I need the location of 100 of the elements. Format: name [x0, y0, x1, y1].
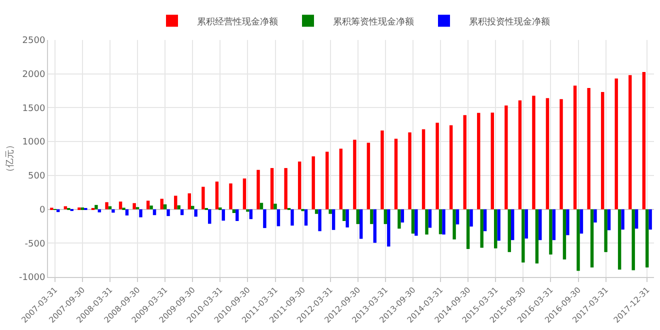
- bar: [646, 209, 649, 268]
- bar: [438, 209, 442, 234]
- bar: [442, 209, 446, 235]
- bar: [607, 209, 611, 230]
- bar: [118, 202, 122, 210]
- bar: [304, 209, 308, 226]
- bar: [408, 132, 412, 210]
- bar: [139, 209, 142, 218]
- bar: [400, 209, 404, 222]
- bar: [270, 168, 274, 210]
- bar: [449, 125, 453, 210]
- bar: [490, 112, 494, 210]
- bar: [366, 142, 370, 210]
- bar: [594, 209, 597, 222]
- bar: [98, 209, 102, 212]
- bar: [276, 209, 280, 226]
- bar: [477, 112, 480, 210]
- bar: [642, 72, 646, 210]
- bar: [463, 115, 466, 210]
- bar: [552, 209, 556, 240]
- bar: [394, 138, 398, 210]
- bar: [510, 209, 514, 240]
- bar: [229, 183, 232, 210]
- bar: [274, 204, 277, 210]
- bar: [573, 86, 577, 210]
- y-tick-label: 500: [28, 172, 46, 182]
- bar: [414, 209, 418, 236]
- y-tick-label: -500: [24, 239, 46, 250]
- bar: [590, 209, 594, 268]
- bar: [532, 96, 536, 210]
- bar: [398, 209, 401, 229]
- bar: [580, 209, 584, 234]
- bar: [191, 206, 194, 210]
- bar: [222, 209, 225, 221]
- bar: [132, 203, 136, 210]
- bar: [263, 209, 266, 228]
- bar: [452, 209, 456, 240]
- bar: [480, 209, 484, 248]
- bar: [576, 209, 580, 271]
- bar: [163, 204, 167, 210]
- y-tick-label: 2000: [22, 70, 46, 80]
- bar: [518, 100, 522, 210]
- bar: [373, 209, 376, 243]
- bar: [125, 209, 129, 216]
- y-tick-label: 1000: [22, 138, 46, 148]
- bar: [535, 209, 539, 264]
- bar: [312, 156, 315, 210]
- bar: [174, 196, 178, 210]
- y-axis-title: （亿元）: [4, 140, 16, 176]
- bar: [346, 209, 349, 228]
- bar: [202, 186, 205, 210]
- bar: [422, 129, 426, 210]
- bar: [328, 209, 332, 214]
- y-tick-label: 1500: [22, 104, 46, 114]
- y-tick-label: -1000: [19, 273, 46, 284]
- legend-label: 累积经营性现金净额: [197, 16, 278, 28]
- bar: [339, 148, 343, 210]
- bar: [256, 170, 260, 210]
- bar: [522, 209, 525, 263]
- bar: [160, 198, 164, 210]
- bar: [246, 209, 250, 212]
- bar: [425, 209, 428, 235]
- bar: [359, 209, 363, 239]
- bar: [494, 209, 498, 248]
- bar: [621, 209, 624, 230]
- bar: [150, 206, 153, 210]
- bar: [353, 140, 356, 210]
- bar: [387, 209, 390, 247]
- bar: [600, 92, 604, 210]
- legend-label: 累积投资性现金净额: [469, 16, 550, 28]
- y-tick-label: 0: [39, 205, 46, 216]
- bar: [562, 209, 566, 260]
- bar: [146, 200, 150, 210]
- bar: [566, 209, 570, 236]
- bar: [78, 207, 81, 210]
- bar: [332, 209, 336, 230]
- bar: [380, 130, 384, 210]
- bar: [290, 209, 294, 226]
- bar: [634, 209, 638, 229]
- bar: [497, 209, 500, 241]
- bar: [538, 209, 542, 240]
- bar: [456, 209, 460, 224]
- bar: [587, 88, 590, 210]
- bar: [524, 209, 528, 239]
- bar: [618, 209, 622, 270]
- bar: [208, 209, 212, 224]
- bar: [284, 168, 288, 210]
- bar: [560, 99, 563, 210]
- bar: [436, 122, 439, 210]
- y-tick-label: 2500: [22, 36, 46, 46]
- bar: [466, 209, 470, 249]
- bar: [218, 207, 222, 210]
- bar: [249, 209, 253, 220]
- bar: [604, 209, 608, 252]
- bar: [370, 209, 374, 224]
- bar: [614, 78, 618, 210]
- bar: [108, 206, 112, 210]
- bar: [80, 207, 84, 210]
- bar: [508, 209, 511, 252]
- bar: [94, 204, 98, 210]
